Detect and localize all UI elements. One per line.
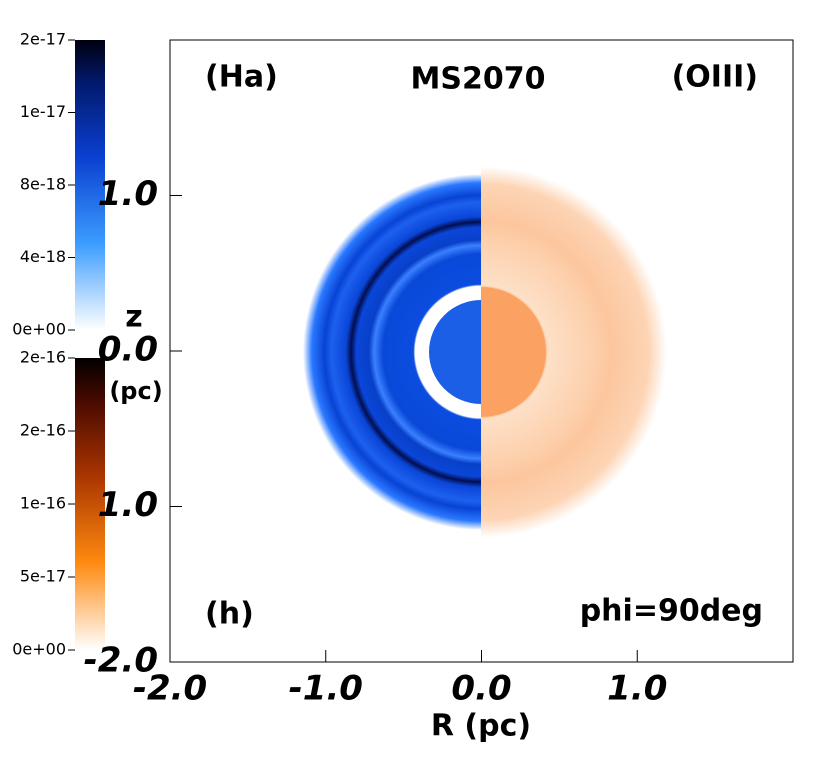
y-tick-label: 1.0: [98, 485, 158, 525]
y-axis-label: (pc): [109, 377, 162, 405]
y-tick-label: 1.0: [98, 174, 158, 214]
x-tick-label: -1.0: [289, 669, 363, 709]
colorbar-tick-label: 0e+00: [12, 640, 66, 659]
colorbar: [75, 358, 105, 650]
colorbar-tick-label: 1e-17: [20, 102, 66, 121]
annotation: phi=90deg: [580, 594, 763, 629]
colorbar-tick-label: 5e-17: [20, 567, 66, 586]
y-axis-label: z: [125, 300, 142, 335]
annotation: (OIII): [672, 60, 758, 95]
colorbar-tick-label: 2e-16: [20, 348, 66, 367]
colorbar-tick-label: 8e-18: [20, 175, 66, 194]
x-tick-label: -2.0: [133, 669, 207, 709]
y-tick-label: 0.0: [98, 330, 158, 370]
colorbar-tick-label: 2e-17: [20, 30, 66, 49]
colorbar-tick-label: 0e+00: [12, 320, 66, 339]
annotation: (Ha): [205, 60, 278, 95]
image: [303, 166, 667, 538]
colorbar-tick-label: 2e-16: [20, 421, 66, 440]
x-axis-label: R (pc): [431, 709, 531, 744]
x-tick-label: 0.0: [451, 669, 511, 709]
colorbar: [75, 40, 105, 330]
chart-title: MS2070: [411, 62, 546, 97]
y-tick-label: -2.0: [84, 641, 158, 681]
colorbar-tick-label: 4e-18: [20, 247, 66, 266]
x-tick-label: 1.0: [607, 669, 667, 709]
annotation: (h): [205, 597, 254, 632]
colorbar-tick-label: 1e-16: [20, 494, 66, 513]
